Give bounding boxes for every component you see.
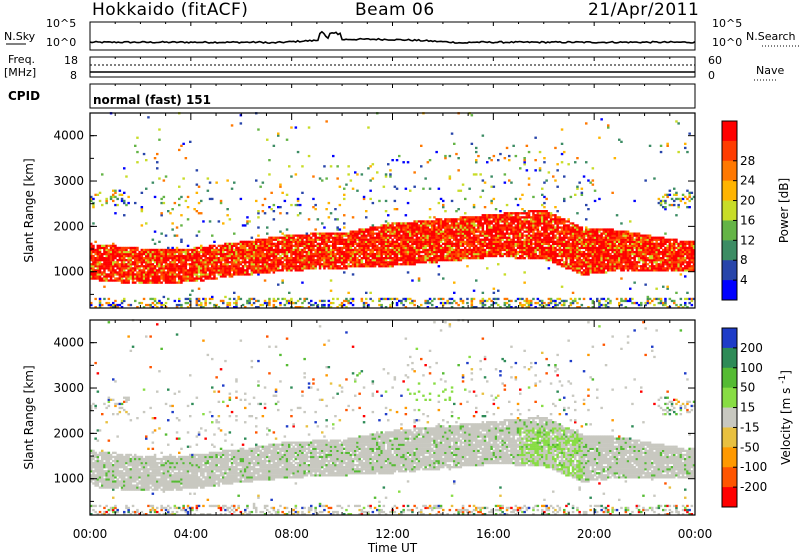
- velocity-colorbar-label: -50: [740, 440, 760, 454]
- power-colorbar-cell: [722, 240, 737, 261]
- noise-tick-high-right: 10^5: [712, 17, 743, 30]
- freq-label: Freq.: [8, 53, 36, 66]
- velocity-colorbar-cell: [722, 347, 737, 369]
- power-colorbar-label: 20: [740, 194, 755, 208]
- velocity-colorbar-label: -100: [740, 460, 767, 474]
- station-title: Hokkaido (fitACF): [92, 0, 249, 20]
- velocity-colorbar-cell: [722, 367, 737, 389]
- xtick-label: 00:00: [73, 527, 108, 541]
- power-colorbar-cell: [722, 121, 737, 142]
- power-colorbar-label: 12: [740, 233, 755, 247]
- velocity-colorbar-cell: [722, 387, 737, 408]
- nsky-trace: [89, 30, 696, 45]
- velocity-colorbar-title: Velocity [m s -1]: [778, 370, 793, 465]
- velocity-colorbar-cell: [722, 487, 737, 508]
- power-ytick-label: 1000: [53, 265, 84, 279]
- velocity-ylabel: Slant Range [km]: [22, 365, 36, 469]
- noise-tick-low: 10^0: [46, 36, 77, 49]
- velocity-bg: [90, 320, 695, 515]
- nave-tick-low: 0: [708, 69, 715, 82]
- velocity-colorbar-frame: [721, 327, 738, 508]
- xtick-label: 16:00: [476, 527, 511, 541]
- velocity-ytick-label: 3000: [53, 381, 84, 395]
- power-colorbar-cell: [722, 160, 737, 182]
- power-colorbar-title: Power [dB]: [777, 178, 791, 243]
- velocity-colorbar-label: 100: [740, 361, 763, 375]
- xtick-label: 00:00: [678, 527, 713, 541]
- power-colorbar-cell: [722, 140, 737, 162]
- power-colorbar-label: 16: [740, 213, 755, 227]
- noise-tick-high: 10^5: [46, 17, 77, 30]
- power-ytick-label: 4000: [53, 129, 84, 143]
- power-ylabel: Slant Range [km]: [22, 158, 36, 262]
- xtick-label: 12:00: [375, 527, 410, 541]
- xlabel: Time UT: [367, 541, 418, 554]
- power-colorbar-cell: [722, 260, 737, 281]
- beam-title: Beam 06: [355, 0, 435, 20]
- velocity-colorbar-label: 200: [740, 341, 763, 355]
- power-colorbar-label: 8: [740, 253, 748, 267]
- power-panel: [90, 112, 696, 309]
- velocity-colorbar-label: -200: [740, 480, 767, 494]
- velocity-colorbar-label: 50: [740, 381, 755, 395]
- velocity-colorbar-label: 15: [740, 401, 755, 415]
- nave-tick-high: 60: [708, 54, 722, 67]
- xtick-label: 04:00: [174, 527, 209, 541]
- cpid-value: normal (fast) 151: [93, 93, 211, 107]
- freq-tick-low: 8: [70, 69, 77, 82]
- power-ytick-label: 3000: [53, 174, 84, 188]
- velocity-colorbar-cell: [722, 427, 737, 448]
- power-colorbar-label: 24: [740, 174, 755, 188]
- velocity-colorbar-label: -15: [740, 420, 760, 434]
- velocity-colorbar-cell: [722, 407, 737, 428]
- velocity-colorbar-cell: [722, 467, 737, 488]
- velocity-colorbar-cell: [722, 447, 737, 468]
- nsearch-label: N.Search: [746, 30, 796, 43]
- xtick-label: 20:00: [577, 527, 612, 541]
- power-colorbar-frame: [721, 120, 738, 301]
- freq-tick-high: 18: [64, 54, 78, 67]
- nsky-label: N.Sky: [4, 30, 36, 43]
- top-panels: [6, 21, 800, 109]
- velocity-ytick-label: 1000: [53, 472, 84, 486]
- power-ytick-label: 2000: [53, 219, 84, 233]
- xtick-label: 08:00: [274, 527, 309, 541]
- power-colorbar-cell: [722, 180, 737, 201]
- power-colorbar-cell: [722, 200, 737, 221]
- power-colorbar-label: 4: [740, 273, 748, 287]
- freq-unit: [MHz]: [4, 66, 37, 79]
- power-colorbar-cell: [722, 280, 737, 301]
- power-colorbar-label: 28: [740, 154, 755, 168]
- nave-label: Nave: [756, 64, 785, 77]
- date-title: 21/Apr/2011: [588, 0, 700, 20]
- velocity-ytick-label: 4000: [53, 336, 84, 350]
- velocity-panel: [90, 319, 696, 516]
- noise-panel-frame: [89, 21, 696, 51]
- velocity-ytick-label: 2000: [53, 426, 84, 440]
- noise-tick-low-right: 10^0: [712, 36, 743, 49]
- velocity-colorbar-cell: [722, 328, 737, 349]
- cpid-label: CPID: [8, 89, 41, 103]
- power-colorbar-cell: [722, 220, 737, 241]
